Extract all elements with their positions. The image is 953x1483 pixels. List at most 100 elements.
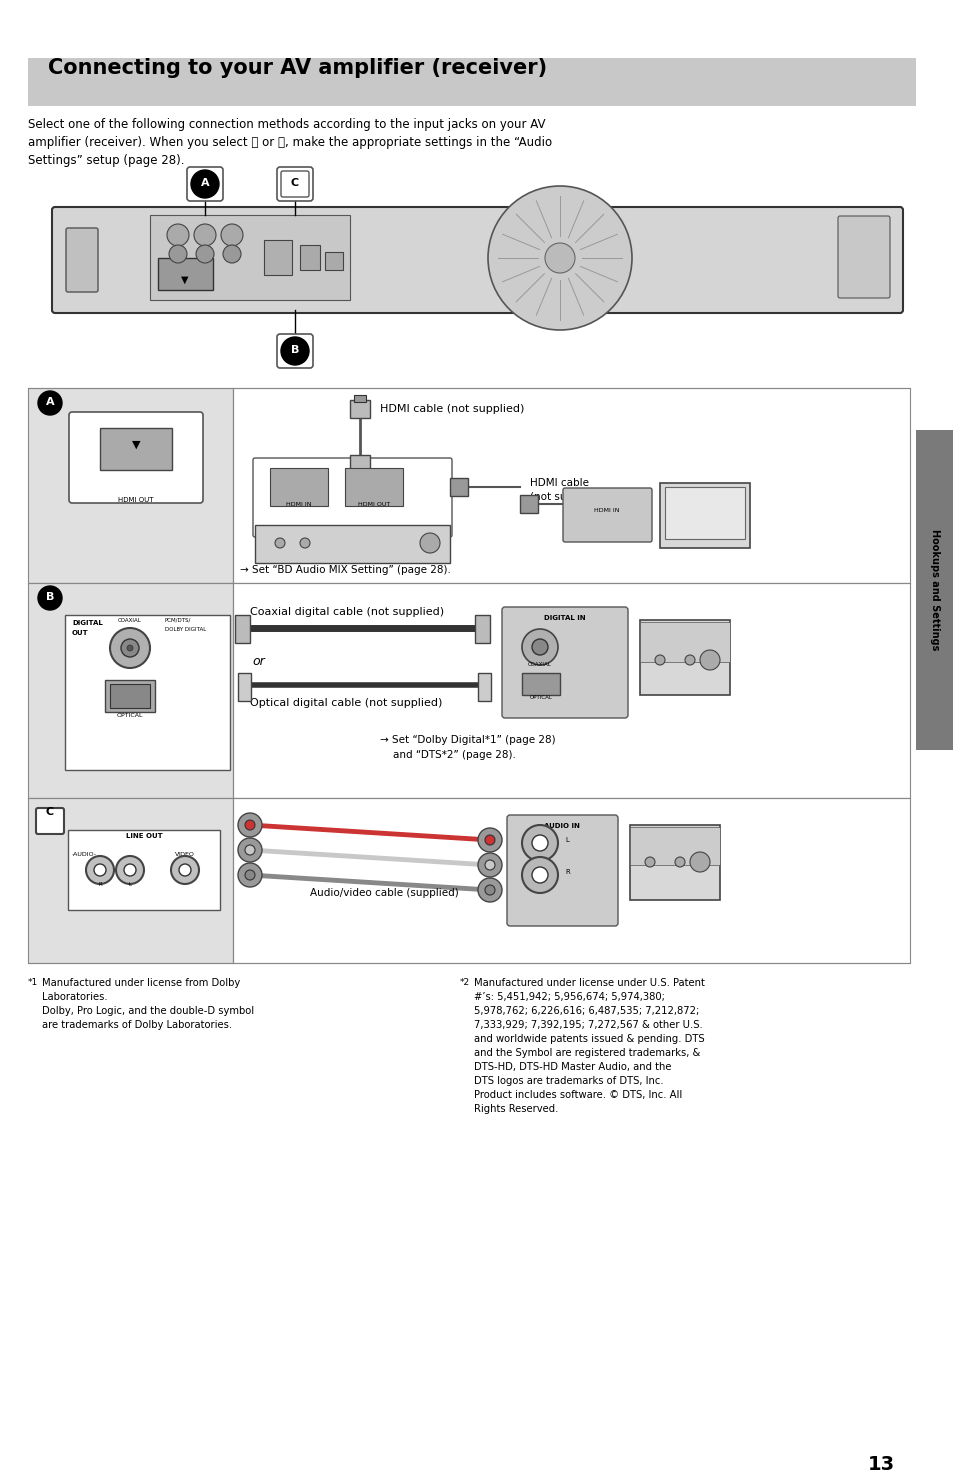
FancyBboxPatch shape (350, 400, 370, 418)
FancyBboxPatch shape (325, 252, 343, 270)
Circle shape (127, 645, 132, 651)
FancyBboxPatch shape (264, 240, 292, 274)
Circle shape (110, 627, 150, 667)
FancyBboxPatch shape (234, 615, 250, 644)
Circle shape (245, 820, 254, 830)
Circle shape (521, 629, 558, 664)
Text: Optical digital cable (not supplied): Optical digital cable (not supplied) (250, 698, 442, 707)
Circle shape (193, 224, 215, 246)
FancyBboxPatch shape (629, 828, 720, 865)
Bar (28, 389, 233, 583)
Bar (915, 430, 953, 750)
Text: ▼: ▼ (181, 274, 189, 285)
FancyBboxPatch shape (66, 228, 98, 292)
Text: DIGITAL: DIGITAL (71, 620, 103, 626)
FancyBboxPatch shape (105, 681, 154, 712)
Circle shape (281, 337, 309, 365)
Circle shape (237, 838, 262, 862)
Bar (233, 583, 909, 798)
FancyBboxPatch shape (281, 171, 309, 197)
Circle shape (245, 871, 254, 879)
Circle shape (477, 828, 501, 853)
Circle shape (116, 856, 144, 884)
Circle shape (274, 538, 285, 549)
Text: HDMI IN: HDMI IN (594, 509, 619, 513)
Text: C: C (46, 807, 54, 817)
FancyBboxPatch shape (562, 488, 651, 541)
Circle shape (477, 878, 501, 902)
Circle shape (237, 813, 262, 836)
FancyBboxPatch shape (187, 168, 223, 202)
Text: HDMI OUT: HDMI OUT (357, 503, 390, 507)
Circle shape (221, 224, 243, 246)
Text: HDMI cable: HDMI cable (530, 478, 588, 488)
FancyBboxPatch shape (475, 615, 490, 644)
Text: VIDEO: VIDEO (175, 853, 194, 857)
Circle shape (38, 586, 62, 610)
Bar (28, 798, 233, 962)
Text: Connecting to your AV amplifier (receiver): Connecting to your AV amplifier (receive… (48, 58, 547, 79)
FancyBboxPatch shape (521, 673, 559, 696)
FancyBboxPatch shape (65, 615, 230, 770)
Bar (28, 58, 915, 105)
FancyBboxPatch shape (237, 673, 251, 701)
Circle shape (484, 835, 495, 845)
Text: OPTICAL: OPTICAL (116, 713, 143, 718)
Text: Hookups and Settings: Hookups and Settings (929, 529, 939, 651)
Circle shape (121, 639, 139, 657)
FancyBboxPatch shape (254, 525, 450, 564)
FancyBboxPatch shape (68, 830, 220, 911)
Circle shape (521, 825, 558, 862)
Text: A: A (200, 178, 209, 188)
Text: L: L (129, 882, 132, 887)
Circle shape (484, 885, 495, 896)
Text: A: A (46, 397, 54, 406)
Circle shape (169, 245, 187, 262)
FancyBboxPatch shape (270, 469, 328, 506)
Circle shape (544, 243, 575, 273)
FancyBboxPatch shape (639, 620, 729, 696)
Text: OUT: OUT (71, 630, 89, 636)
Bar (28, 583, 233, 798)
Circle shape (644, 857, 655, 868)
Circle shape (237, 863, 262, 887)
Circle shape (484, 860, 495, 871)
Text: AUDIO IN: AUDIO IN (543, 823, 579, 829)
Circle shape (684, 655, 695, 664)
FancyBboxPatch shape (276, 334, 313, 368)
Text: L: L (564, 836, 568, 842)
Text: OPTICAL: OPTICAL (529, 696, 552, 700)
Text: B: B (46, 592, 54, 602)
Text: *1: *1 (28, 977, 38, 988)
Text: ▼: ▼ (132, 440, 140, 449)
Text: Select one of the following connection methods according to the input jacks on y: Select one of the following connection m… (28, 119, 545, 131)
Text: Settings” setup (page 28).: Settings” setup (page 28). (28, 154, 184, 168)
Text: Manufactured under license from Dolby
Laboratories.
Dolby, Pro Logic, and the do: Manufactured under license from Dolby La… (42, 977, 253, 1031)
Text: COAXIAL: COAXIAL (528, 661, 551, 667)
FancyBboxPatch shape (150, 215, 350, 300)
Text: *2: *2 (459, 977, 470, 988)
Circle shape (655, 655, 664, 664)
Text: HDMI OUT: HDMI OUT (118, 497, 153, 503)
Circle shape (419, 532, 439, 553)
FancyBboxPatch shape (69, 412, 203, 503)
FancyBboxPatch shape (110, 684, 150, 707)
FancyBboxPatch shape (629, 825, 720, 900)
Circle shape (477, 853, 501, 876)
Circle shape (179, 865, 191, 876)
Text: 13: 13 (867, 1455, 894, 1474)
FancyBboxPatch shape (664, 486, 744, 538)
Text: HDMI IN: HDMI IN (286, 503, 312, 507)
Circle shape (689, 853, 709, 872)
FancyBboxPatch shape (345, 469, 402, 506)
Text: amplifier (receiver). When you select Ⓐ or Ⓑ, make the appropriate settings in t: amplifier (receiver). When you select Ⓐ … (28, 136, 552, 148)
FancyBboxPatch shape (100, 429, 172, 470)
Text: Coaxial digital cable (not supplied): Coaxial digital cable (not supplied) (250, 607, 444, 617)
Text: → Set “BD Audio MIX Setting” (page 28).: → Set “BD Audio MIX Setting” (page 28). (240, 565, 451, 575)
FancyBboxPatch shape (450, 478, 468, 495)
Circle shape (171, 856, 199, 884)
FancyBboxPatch shape (253, 458, 452, 537)
FancyBboxPatch shape (837, 217, 889, 298)
Text: LINE OUT: LINE OUT (126, 833, 162, 839)
FancyBboxPatch shape (158, 258, 213, 291)
